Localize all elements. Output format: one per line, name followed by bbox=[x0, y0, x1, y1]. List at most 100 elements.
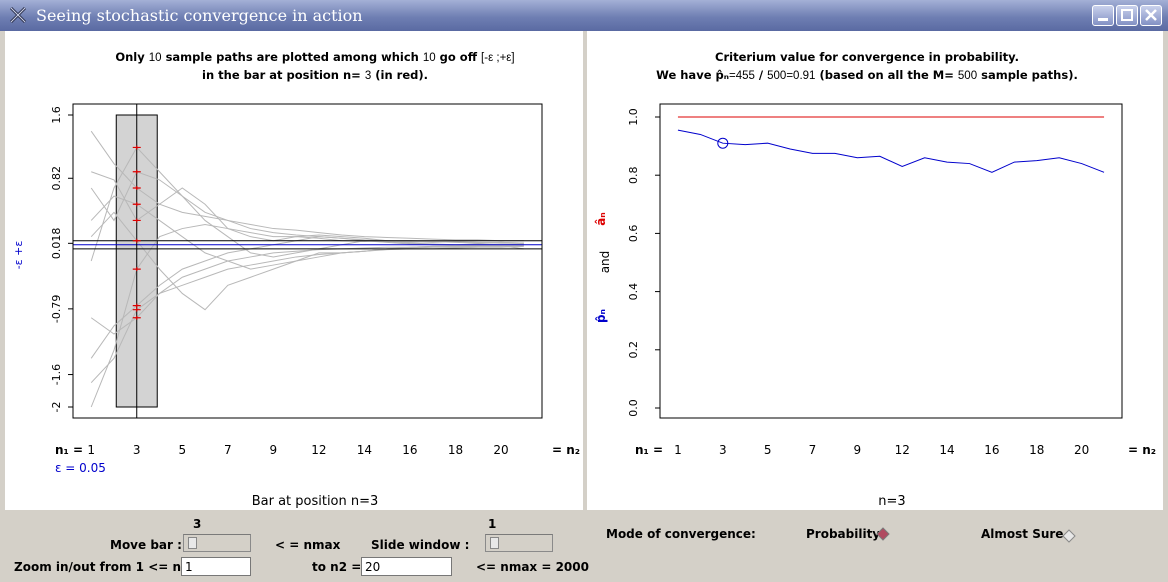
exit-mark-1 bbox=[132, 145, 141, 150]
n2-label: = n₂ bbox=[552, 443, 580, 457]
y-axis-label: -ε +ε bbox=[12, 241, 25, 270]
minimize-icon bbox=[1098, 18, 1108, 21]
almost-sure-radio[interactable] bbox=[1062, 529, 1076, 543]
exit-mark-4 bbox=[132, 315, 141, 320]
maximize-button[interactable] bbox=[1116, 5, 1138, 26]
sample-path-6 bbox=[90, 195, 524, 270]
slide-window-slider-thumb[interactable] bbox=[490, 537, 499, 549]
probability-label: Probability bbox=[806, 527, 881, 541]
x-tick-label-7: 14 bbox=[939, 443, 954, 457]
move-bar-label: Move bar : bbox=[110, 538, 182, 552]
y-tick-label-1: 1.0 bbox=[627, 108, 640, 126]
n2-input[interactable] bbox=[361, 557, 452, 576]
slide-window-value: 1 bbox=[488, 517, 497, 531]
series-line-1 bbox=[677, 129, 1105, 173]
highlight-point bbox=[717, 137, 729, 149]
move-bar-slider-thumb[interactable] bbox=[188, 537, 197, 549]
convergence-probability-chart: 1.0 0.8 0.6 0.4 0.2 0.0 p̂ₙ and âₙ 1 3 5 7 9 12 14 16 18 2… bbox=[594, 103, 1156, 457]
x-tick-label-10: 20 bbox=[493, 443, 508, 457]
y-tick-label-2: 0.8 bbox=[627, 166, 640, 184]
left-chart-title-line2: in the bar at position n= 3 (in red). bbox=[202, 68, 428, 82]
x-tick-label-7: 14 bbox=[357, 443, 372, 457]
n1-input[interactable] bbox=[181, 557, 251, 576]
right-chart-title-line2: We have p̂ₙ=455 / 500=0.91 (based on all… bbox=[656, 68, 1078, 82]
right-chart-title-line1: Criterium value for convergence in proba… bbox=[715, 50, 1019, 64]
sample-path-9 bbox=[90, 236, 524, 359]
x-tick-label-2: 3 bbox=[133, 443, 141, 457]
minimize-button[interactable] bbox=[1092, 5, 1114, 26]
maximize-icon bbox=[1121, 9, 1133, 21]
nmax-label: <= nmax = 2000 bbox=[476, 560, 589, 574]
x-tick-label-9: 18 bbox=[448, 443, 463, 457]
y-tick-label-4: -0.79 bbox=[50, 295, 63, 323]
exit-mark-8 bbox=[132, 169, 141, 174]
n2-label: = n₂ bbox=[1128, 443, 1156, 457]
controls-bar: 3 Move bar : < = nmax 1 Slide window : Z… bbox=[0, 510, 1168, 582]
x-tick-label-9: 18 bbox=[1029, 443, 1044, 457]
almost-sure-label: Almost Sure bbox=[981, 527, 1064, 541]
x-tick-label-8: 16 bbox=[402, 443, 417, 457]
exit-mark-2 bbox=[132, 307, 141, 312]
x-tick-label-5: 9 bbox=[854, 443, 862, 457]
move-bar-value: 3 bbox=[193, 517, 202, 531]
plot-frame bbox=[72, 103, 543, 419]
x-tick-label-4: 7 bbox=[809, 443, 817, 457]
panel-divider[interactable] bbox=[583, 31, 587, 510]
n1-label: n₁ = bbox=[55, 443, 83, 457]
right-caption: n=3 bbox=[878, 494, 906, 509]
app-x-icon bbox=[9, 6, 27, 24]
exit-mark-10 bbox=[132, 238, 141, 243]
epsilon-label: ε = 0.05 bbox=[55, 461, 106, 475]
n1-label: n₁ = bbox=[635, 443, 663, 457]
x-tick-label-1: 1 bbox=[674, 443, 682, 457]
mode-of-convergence-label: Mode of convergence: bbox=[606, 527, 756, 541]
probability-radio[interactable] bbox=[876, 527, 890, 541]
y-label-and: and bbox=[598, 251, 612, 274]
close-button[interactable] bbox=[1140, 5, 1162, 26]
y-tick-label-3: 0.018 bbox=[50, 228, 63, 260]
window-titlebar: Seeing stochastic convergence in action bbox=[0, 0, 1168, 31]
exit-mark-7 bbox=[132, 267, 141, 272]
exit-mark-6 bbox=[132, 202, 141, 207]
x-tick-label-4: 7 bbox=[224, 443, 232, 457]
left-chart-title-line1: Only 10 sample paths are plotted among w… bbox=[115, 50, 515, 64]
y-tick-label-4: 0.4 bbox=[627, 283, 640, 301]
right-plot-panel: Criterium value for convergence in proba… bbox=[587, 31, 1163, 510]
y-tick-label-5: -1.6 bbox=[50, 364, 63, 385]
x-tick-label-3: 5 bbox=[178, 443, 186, 457]
x-tick-label-10: 20 bbox=[1074, 443, 1089, 457]
left-caption: Bar at position n=3 bbox=[251, 494, 379, 509]
slide-window-label: Slide window : bbox=[371, 538, 470, 552]
x-tick-label-5: 9 bbox=[270, 443, 278, 457]
y-tick-label-2: 0.82 bbox=[50, 166, 63, 191]
left-plot-panel: Only 10 sample paths are plotted among w… bbox=[5, 31, 583, 510]
sample-path-3 bbox=[90, 130, 524, 242]
y-label-a-hat: âₙ bbox=[594, 212, 608, 226]
to-n2-label: to n2 = bbox=[312, 560, 362, 574]
move-bar-slider[interactable] bbox=[183, 534, 251, 552]
exit-mark-3 bbox=[132, 186, 141, 190]
y-label-p-hat: p̂ₙ bbox=[594, 309, 608, 323]
x-tick-label-6: 12 bbox=[311, 443, 326, 457]
slide-window-slider[interactable] bbox=[485, 534, 553, 552]
y-tick-label-3: 0.6 bbox=[627, 225, 640, 243]
y-tick-label-6: -2 bbox=[50, 402, 63, 413]
x-tick-label-3: 5 bbox=[764, 443, 772, 457]
sample-path-7 bbox=[90, 223, 524, 408]
sample-path-10 bbox=[90, 211, 524, 311]
x-tick-label-2: 3 bbox=[719, 443, 727, 457]
close-icon bbox=[1145, 9, 1157, 21]
sample-path-5 bbox=[91, 171, 524, 244]
y-tick-label-1: 1.6 bbox=[50, 106, 63, 124]
zoom-label: Zoom in/out from 1 <= n1 = bbox=[14, 560, 204, 574]
sample-path-4 bbox=[90, 245, 524, 335]
x-tick-label-1: 1 bbox=[87, 443, 95, 457]
exit-mark-9 bbox=[132, 303, 141, 308]
x-tick-label-8: 16 bbox=[984, 443, 999, 457]
x-tick-label-6: 12 bbox=[895, 443, 910, 457]
y-tick-label-5: 0.2 bbox=[627, 341, 640, 359]
y-tick-label-6: 0.0 bbox=[627, 399, 640, 417]
sample-paths-chart: 1.6 0.82 0.018 -0.79 -1.6 -2 -ε +ε 1 3 5 7 9 12 14 16 1… bbox=[12, 103, 580, 475]
nmax-arrow-label: < = nmax bbox=[275, 538, 341, 552]
exit-mark-5 bbox=[132, 218, 141, 223]
